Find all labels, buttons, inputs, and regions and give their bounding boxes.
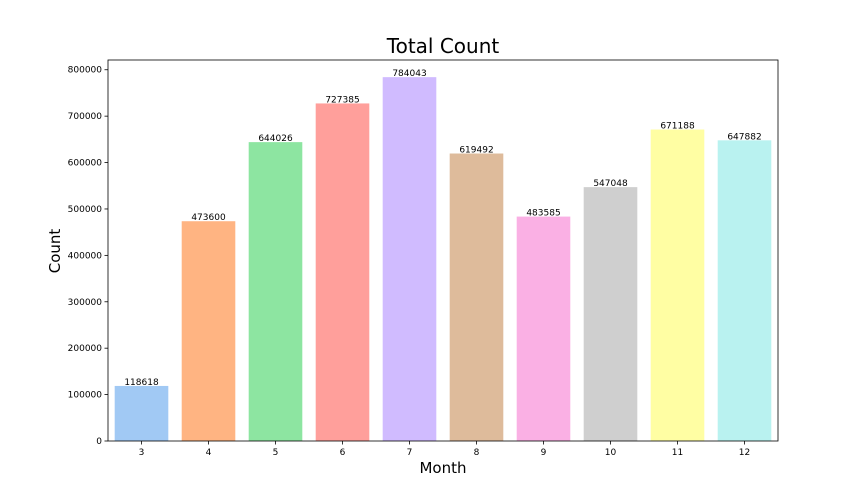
x-tick-label: 6 — [340, 448, 346, 458]
x-tick-label: 3 — [139, 448, 145, 458]
chart-title: Total Count — [386, 34, 500, 58]
x-tick-label: 4 — [206, 448, 212, 458]
y-tick-label: 500000 — [68, 205, 103, 215]
y-tick-label: 0 — [96, 437, 102, 447]
x-tick-label: 10 — [605, 448, 617, 458]
x-tick-label: 5 — [273, 448, 279, 458]
bar-month-9 — [516, 216, 571, 441]
y-tick-label: 100000 — [68, 391, 103, 401]
bar-month-6 — [315, 103, 370, 441]
bar-month-3 — [114, 385, 169, 441]
plot-frame — [107, 59, 779, 442]
y-tick-label: 400000 — [68, 251, 103, 261]
x-tick-label: 11 — [672, 448, 683, 458]
y-tick-label: 600000 — [68, 159, 103, 169]
x-axis-label: Month — [419, 459, 466, 477]
x-tick-label: 12 — [739, 448, 750, 458]
y-tick-label: 700000 — [68, 112, 103, 122]
y-tick-label: 300000 — [68, 298, 103, 308]
bar-month-7 — [382, 77, 437, 442]
data-label-month-8: 619492 — [459, 146, 493, 156]
data-label-month-10: 547048 — [593, 179, 628, 189]
x-tick-label: 9 — [541, 448, 547, 458]
bar-month-4 — [181, 221, 236, 441]
plot-area: 1186184736006440267273857840436194924835… — [68, 59, 779, 458]
y-axis-label: Count — [46, 229, 64, 274]
y-tick-label: 800000 — [68, 66, 103, 76]
bar-month-12 — [717, 140, 772, 441]
data-label-month-5: 644026 — [258, 134, 293, 144]
data-label-month-7: 784043 — [392, 69, 426, 79]
y-tick-label: 200000 — [68, 344, 103, 354]
data-label-month-9: 483585 — [526, 209, 560, 219]
data-label-month-6: 727385 — [325, 95, 359, 105]
data-label-month-4: 473600 — [191, 213, 226, 223]
x-tick-label: 8 — [474, 448, 480, 458]
data-label-month-11: 671188 — [660, 122, 695, 132]
bar-month-10 — [583, 187, 638, 441]
bar-month-5 — [248, 142, 303, 441]
data-label-month-12: 647882 — [727, 132, 761, 142]
x-tick-label: 7 — [407, 448, 413, 458]
bar-month-11 — [650, 129, 705, 441]
bar-month-8 — [449, 153, 504, 441]
data-label-month-3: 118618 — [124, 378, 159, 388]
